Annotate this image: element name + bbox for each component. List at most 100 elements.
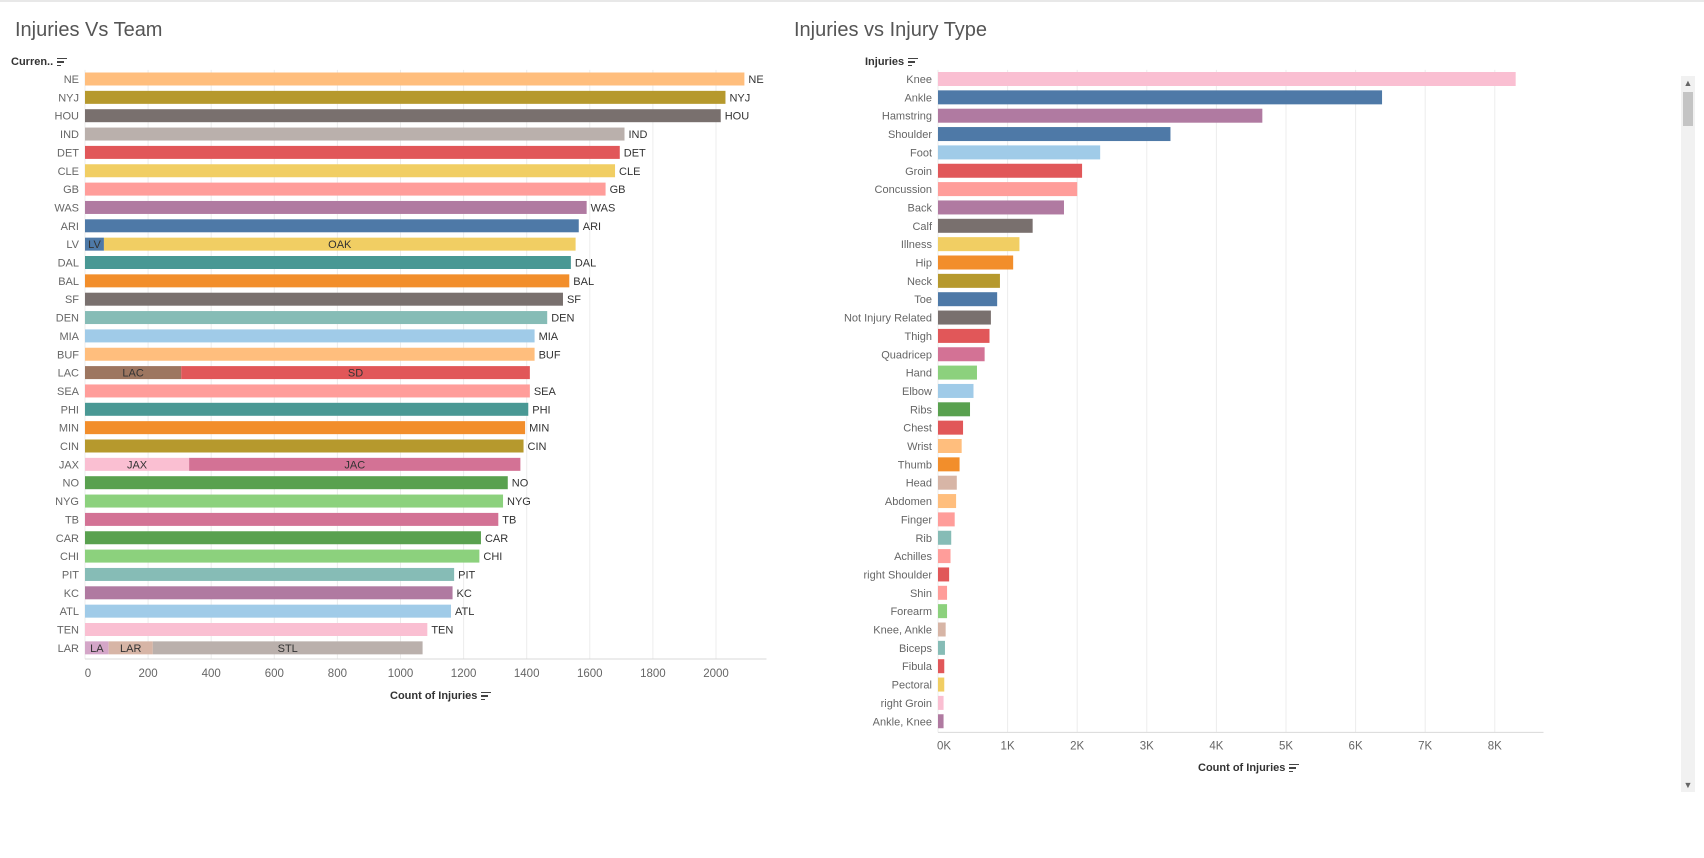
right-bar[interactable] [938, 218, 1033, 233]
right-bar[interactable] [938, 72, 1516, 86]
right-bar[interactable] [938, 365, 977, 380]
left-bar-segment[interactable] [85, 549, 480, 563]
left-x-axis-title[interactable]: Count of Injuries [390, 690, 492, 702]
left-bar-segment[interactable] [85, 402, 529, 416]
right-row-label: Chest [903, 423, 932, 435]
right-bar[interactable] [938, 237, 1020, 252]
right-bar[interactable] [938, 677, 945, 692]
right-bar[interactable] [938, 145, 1101, 160]
left-bar-segment[interactable] [85, 567, 455, 581]
vertical-scrollbar[interactable] [1681, 76, 1695, 792]
right-bar[interactable] [938, 530, 952, 545]
right-bar[interactable] [938, 182, 1078, 197]
left-bar-segment[interactable] [181, 366, 530, 380]
left-bar-segment[interactable] [85, 109, 721, 123]
scrollbar-thumb[interactable] [1683, 92, 1693, 126]
right-chart-title: Injuries vs Injury Type [794, 19, 988, 41]
right-row-label: Forearm [890, 606, 932, 618]
left-bar-segment[interactable] [85, 127, 625, 141]
right-bar[interactable] [938, 512, 955, 527]
left-bar-segment[interactable] [85, 347, 535, 361]
right-bar[interactable] [938, 549, 951, 564]
left-bar-segment[interactable] [108, 641, 153, 655]
sort-descending-icon[interactable] [908, 57, 919, 67]
left-bar-segment[interactable] [85, 90, 726, 104]
left-bar-segment[interactable] [152, 641, 423, 655]
right-bar[interactable] [938, 420, 964, 435]
left-segment-label: JAC [344, 459, 365, 471]
right-row-header[interactable]: Injuries [865, 56, 919, 68]
right-x-axis-title[interactable]: Count of Injuries [1198, 762, 1300, 774]
sort-descending-icon[interactable] [57, 57, 68, 67]
left-bar-segment[interactable] [85, 494, 504, 508]
right-bar[interactable] [938, 457, 960, 472]
left-bar-segment[interactable] [85, 604, 451, 618]
right-bar[interactable] [938, 714, 944, 729]
right-bar[interactable] [938, 273, 1000, 288]
right-bar[interactable] [938, 640, 945, 655]
left-bar-segment[interactable] [85, 623, 428, 636]
right-bar[interactable] [938, 567, 950, 582]
right-bar[interactable] [938, 402, 971, 417]
sort-descending-icon[interactable] [481, 691, 492, 701]
left-bar-segment[interactable] [85, 641, 109, 655]
left-bar-segment[interactable] [85, 237, 104, 251]
left-bar-segment[interactable] [85, 200, 587, 214]
left-row-header-label: Curren.. [11, 56, 54, 68]
left-bar-segment[interactable] [189, 457, 521, 471]
left-chart-title: Injuries Vs Team [15, 19, 163, 41]
right-bar[interactable] [938, 127, 1171, 142]
right-bar[interactable] [938, 494, 957, 509]
right-row-label: Neck [907, 276, 933, 288]
right-bar[interactable] [938, 163, 1083, 178]
right-bar[interactable] [938, 585, 948, 600]
right-row-label: Quadricep [881, 349, 932, 361]
right-bar[interactable] [938, 622, 946, 637]
right-bar[interactable] [938, 475, 957, 490]
scroll-up-arrow-icon[interactable]: ▲ [1683, 78, 1693, 88]
right-bar[interactable] [938, 90, 1383, 105]
left-bar-label: MIN [529, 423, 549, 435]
right-bar[interactable] [938, 200, 1064, 215]
left-bar-segment[interactable] [85, 182, 606, 196]
left-bar-segment[interactable] [85, 476, 508, 490]
left-bar-segment[interactable] [85, 512, 499, 526]
left-bar-segment[interactable] [85, 421, 526, 435]
right-bar[interactable] [938, 310, 991, 325]
right-bar[interactable] [938, 347, 985, 362]
right-bar[interactable] [938, 108, 1263, 123]
right-x-tick-label: 4K [1209, 740, 1223, 752]
left-bar-segment[interactable] [85, 72, 745, 86]
right-row-label: Abdomen [885, 496, 932, 508]
left-bar-segment[interactable] [85, 366, 182, 380]
right-bar[interactable] [938, 439, 962, 453]
sort-descending-icon[interactable] [1289, 763, 1300, 773]
right-bar[interactable] [938, 255, 1014, 270]
left-bar-segment[interactable] [85, 256, 571, 269]
left-bar-segment[interactable] [85, 457, 190, 471]
right-bar[interactable] [938, 659, 945, 674]
left-bar-label: CAR [485, 533, 508, 545]
left-segment-label: LAC [122, 368, 143, 380]
left-bar-segment[interactable] [85, 164, 616, 178]
right-bar[interactable] [938, 383, 974, 398]
left-bar-segment[interactable] [103, 237, 576, 251]
left-row-header[interactable]: Curren.. [11, 56, 68, 68]
left-row-label: CAR [56, 533, 79, 545]
right-bar[interactable] [938, 695, 944, 710]
scroll-down-arrow-icon[interactable]: ▼ [1683, 780, 1693, 790]
left-bar-segment[interactable] [85, 219, 579, 233]
left-bar-segment[interactable] [85, 439, 524, 453]
left-x-tick-label: 1200 [451, 668, 477, 680]
left-bar-segment[interactable] [85, 274, 570, 288]
left-bar-segment[interactable] [85, 531, 481, 545]
left-bar-segment[interactable] [85, 145, 620, 159]
right-bar[interactable] [938, 604, 948, 619]
left-bar-segment[interactable] [85, 311, 548, 325]
left-bar-segment[interactable] [85, 292, 563, 306]
left-bar-segment[interactable] [85, 329, 535, 343]
left-bar-segment[interactable] [85, 586, 453, 600]
right-bar[interactable] [938, 292, 998, 307]
left-bar-segment[interactable] [85, 384, 530, 398]
right-bar[interactable] [938, 328, 990, 343]
